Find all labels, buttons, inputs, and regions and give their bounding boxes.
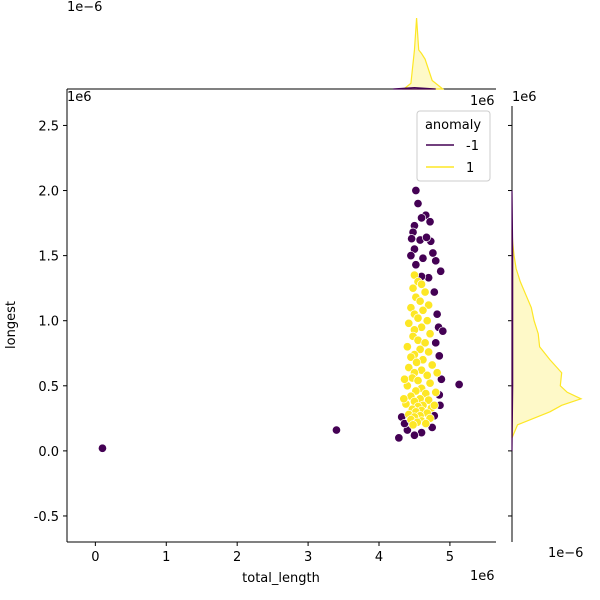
right-kde-anomaly xyxy=(511,190,514,451)
scatter-point-anomaly xyxy=(434,351,444,361)
x-offset-text: 1e6 xyxy=(470,569,495,584)
scatter-point-normal xyxy=(431,387,441,397)
x-tick-label: 4 xyxy=(375,550,383,565)
scatter-point-anomaly xyxy=(431,338,441,348)
y-tick-label: 0.0 xyxy=(38,445,59,460)
top-marginal-kde xyxy=(67,17,496,90)
x-offset-text-top: 1e6 xyxy=(470,94,495,109)
scatter-point-normal xyxy=(427,360,437,370)
scatter-point-anomaly xyxy=(411,260,421,270)
scatter-point-normal xyxy=(399,374,410,384)
y-tick-label: 2.5 xyxy=(38,119,59,134)
top-kde-normal xyxy=(402,17,445,90)
scatter-point-normal xyxy=(402,342,412,352)
right-marginal-offset-text: 1e−6 xyxy=(548,546,583,561)
y-offset-text: 1e6 xyxy=(67,90,92,105)
x-tick-label: 0 xyxy=(91,550,99,565)
scatter-point-normal xyxy=(421,418,431,429)
scatter-point-normal xyxy=(424,347,434,357)
scatter-point-normal xyxy=(415,296,425,306)
x-tick-label: 2 xyxy=(233,550,241,565)
right-marginal-kde xyxy=(508,106,583,542)
scatter-point-anomaly xyxy=(431,256,441,266)
legend-label: 1 xyxy=(466,161,474,176)
scatter-point-anomaly xyxy=(429,287,439,297)
scatter-point-anomaly xyxy=(454,379,464,390)
scatter-point-normal xyxy=(406,352,416,362)
x-tick-label: 1 xyxy=(162,550,170,565)
y-tick-label: 0.5 xyxy=(38,380,59,395)
legend-label: -1 xyxy=(466,139,479,154)
scatter-point-normal xyxy=(399,394,409,404)
scatter-point-normal xyxy=(416,279,427,289)
scatter-point-normal xyxy=(415,344,425,354)
scatter-point-normal xyxy=(404,363,414,373)
scatter-point-anomaly xyxy=(394,433,404,443)
x-tick-label: 5 xyxy=(446,550,454,565)
scatter-point-normal xyxy=(420,287,430,297)
top-kde-anomaly xyxy=(393,86,436,90)
scatter-point-normal xyxy=(412,357,422,367)
scatter-point-anomaly xyxy=(425,217,435,227)
y-tick-label: 1.5 xyxy=(38,250,59,265)
scatter-point-anomaly xyxy=(97,443,108,453)
right-kde-normal xyxy=(511,229,583,439)
scatter-point-anomaly xyxy=(421,232,432,242)
scatter-point-normal xyxy=(408,420,418,430)
y-axis-label: longest xyxy=(4,301,19,349)
y-tick-label: 2.0 xyxy=(38,185,59,200)
scatter-point-normal xyxy=(413,376,423,386)
scatter-point-anomaly xyxy=(331,425,342,435)
scatter-point-normal xyxy=(432,368,442,378)
scatter-point-normal xyxy=(422,316,432,326)
scatter-point-anomaly xyxy=(438,326,448,336)
scatter-point-anomaly xyxy=(409,430,420,440)
scatter-point-normal xyxy=(404,318,414,328)
scatter-point-normal xyxy=(420,338,430,348)
scatter-point-normal xyxy=(424,300,434,310)
right-top-offset-text: 1e6 xyxy=(512,90,537,105)
scatter-point-normal xyxy=(418,305,428,315)
legend-title: anomaly xyxy=(425,118,481,133)
scatter-axes: 0 1 2 3 4 5 -0.5 0.0 0.5 1.0 1.5 2.0 2.5 xyxy=(34,89,496,565)
scatter-point-anomaly xyxy=(406,251,416,261)
scatter-point-anomaly xyxy=(411,185,421,196)
scatter-point-normal xyxy=(425,329,435,339)
legend: anomaly -1 1 xyxy=(416,110,491,182)
scatter-point-anomaly xyxy=(413,199,423,209)
scatter-point-anomaly xyxy=(418,253,428,263)
y-tick-label: -0.5 xyxy=(34,510,59,525)
scatter-point-normal xyxy=(413,313,423,323)
scatter-point-anomaly xyxy=(436,374,446,384)
scatter-point-normal xyxy=(408,283,418,293)
x-tick-label: 3 xyxy=(304,550,312,565)
scatter-point-anomaly xyxy=(428,248,438,258)
legend-box xyxy=(416,110,491,182)
scatter-point-anomaly xyxy=(407,234,417,244)
scatter-point-normal xyxy=(425,378,435,388)
x-axis-label: total_length xyxy=(242,571,320,586)
scatter-point-anomaly xyxy=(436,266,446,276)
scatter-points xyxy=(97,185,464,453)
scatter-point-anomaly xyxy=(432,309,442,319)
scatter-point-normal xyxy=(424,395,434,405)
scatter-point-anomaly xyxy=(416,213,427,223)
scatter-point-normal xyxy=(429,400,439,410)
y-tick-label: 1.0 xyxy=(38,315,59,330)
top-marginal-offset-text: 1e−6 xyxy=(67,0,102,15)
scatter-point-normal xyxy=(422,370,432,380)
